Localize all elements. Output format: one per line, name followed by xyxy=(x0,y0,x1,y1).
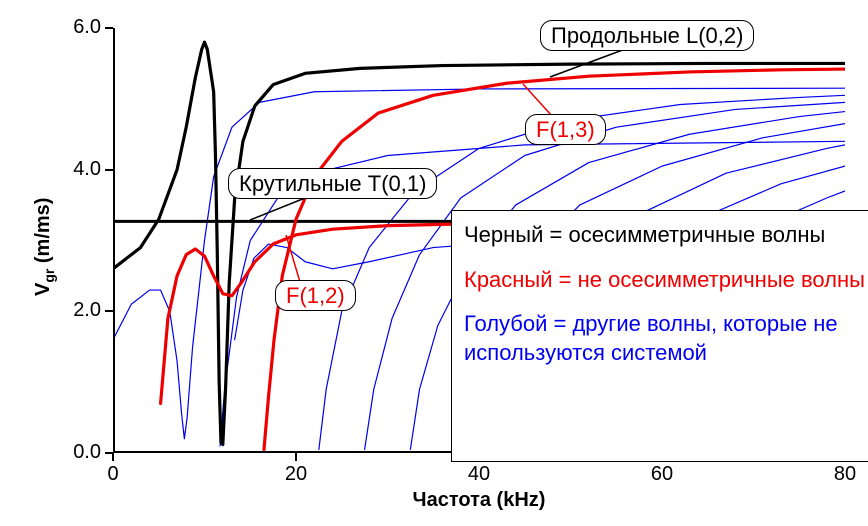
xtick-label-60: 60 xyxy=(651,463,673,486)
xtick-0 xyxy=(112,453,114,461)
xtick-label-20: 20 xyxy=(285,463,307,486)
dispersion-chart: 0.0 2.0 4.0 6.0 0 20 40 60 80 Vgr (m/ms) Частота (… xyxy=(0,0,868,526)
ytick-4 xyxy=(105,169,113,171)
y-axis-title: Vgr (m/ms) xyxy=(32,197,57,295)
xtick-label-0: 0 xyxy=(107,463,118,486)
legend-item-0: Черный = осесимметричные волны xyxy=(464,221,867,250)
ytick-2 xyxy=(105,310,113,312)
legend-box: Черный = осесимметричные волны Красный = … xyxy=(451,210,868,462)
legend-item-2: Голубой = другие волны, которые не испол… xyxy=(464,310,867,367)
ytick-label-4: 4.0 xyxy=(41,158,101,181)
xtick-label-80: 80 xyxy=(834,463,856,486)
callout-T01: Крутильные T(0,1) xyxy=(228,168,437,199)
ytick-label-6: 6.0 xyxy=(41,16,101,39)
ytick-6 xyxy=(105,27,113,29)
ytick-label-2: 2.0 xyxy=(41,299,101,322)
xtick-label-40: 40 xyxy=(468,463,490,486)
legend-item-1: Красный = не осесимметричные волны xyxy=(464,266,867,295)
xtick-20 xyxy=(295,453,297,461)
ytick-label-0: 0.0 xyxy=(41,441,101,464)
callout-L02: Продольные L(0,2) xyxy=(540,20,754,51)
x-axis-title: Частота (kHz) xyxy=(296,489,662,512)
y-axis-line xyxy=(113,28,115,453)
callout-F12: F(1,2) xyxy=(275,280,356,311)
callout-F13: F(1,3) xyxy=(525,114,606,145)
